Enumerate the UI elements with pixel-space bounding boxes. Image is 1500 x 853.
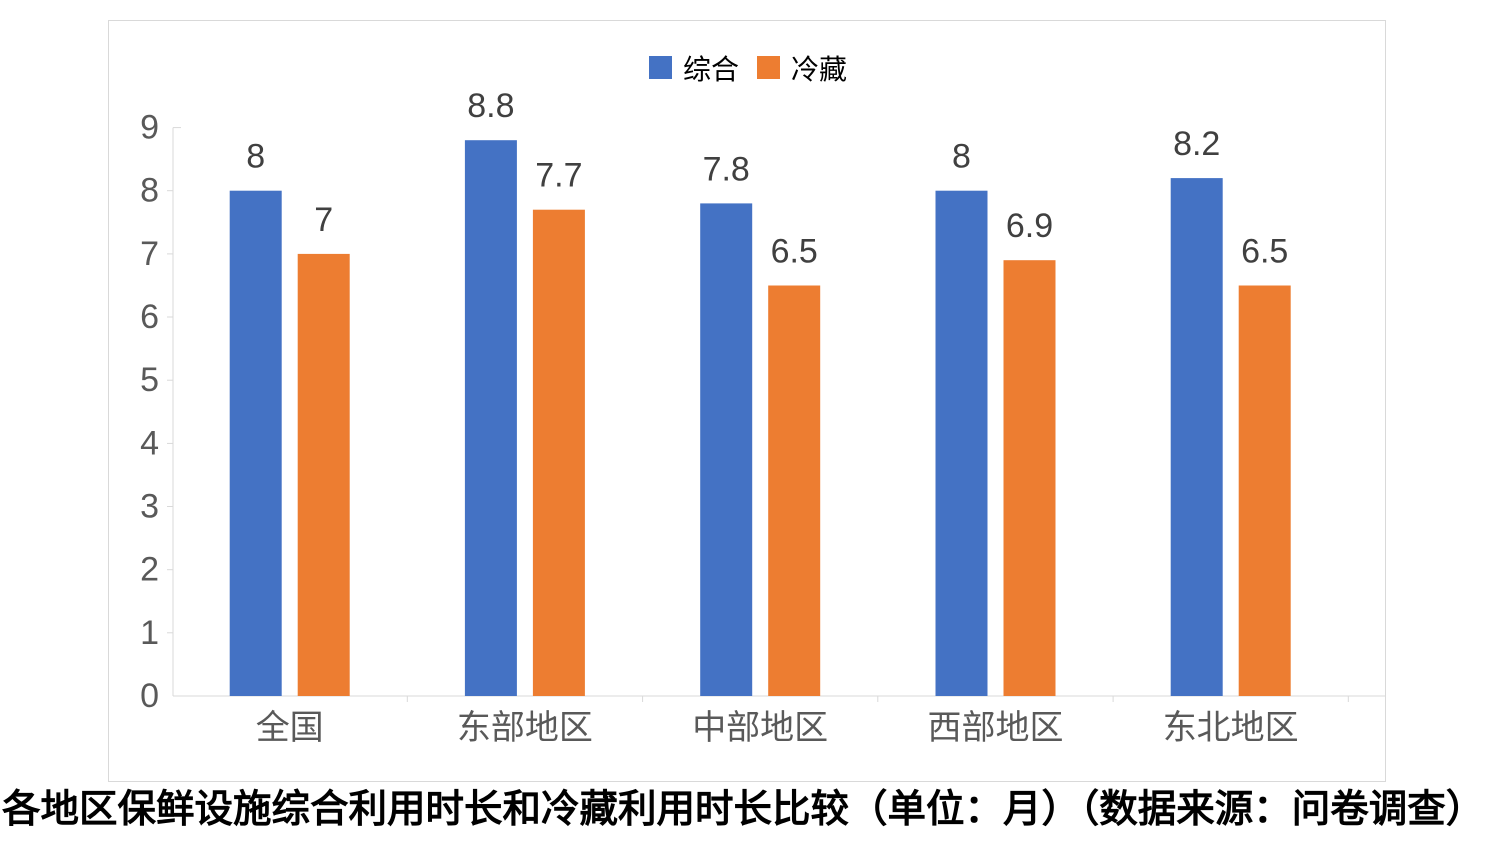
- svg-text:6: 6: [140, 298, 159, 336]
- svg-text:8.8: 8.8: [467, 87, 514, 125]
- svg-text:6.5: 6.5: [1241, 233, 1288, 271]
- svg-text:5: 5: [140, 361, 159, 399]
- svg-text:2: 2: [140, 551, 159, 589]
- svg-text:东部地区: 东部地区: [457, 709, 593, 747]
- svg-text:7: 7: [314, 201, 333, 239]
- svg-text:7.8: 7.8: [703, 150, 750, 188]
- svg-text:6.5: 6.5: [771, 233, 818, 271]
- svg-text:8: 8: [246, 138, 265, 176]
- svg-text:7: 7: [140, 235, 159, 273]
- svg-text:西部地区: 西部地区: [928, 709, 1064, 747]
- svg-text:东北地区: 东北地区: [1163, 709, 1299, 747]
- svg-text:全国: 全国: [256, 709, 324, 747]
- svg-text:0: 0: [140, 677, 159, 715]
- svg-text:4: 4: [140, 424, 159, 462]
- svg-text:1: 1: [140, 614, 159, 652]
- svg-text:9: 9: [140, 109, 159, 147]
- svg-text:8: 8: [952, 138, 971, 176]
- svg-text:7.7: 7.7: [535, 157, 582, 195]
- svg-text:中部地区: 中部地区: [692, 709, 828, 747]
- svg-text:8.2: 8.2: [1173, 125, 1220, 163]
- svg-text:8: 8: [140, 172, 159, 210]
- svg-text:3: 3: [140, 488, 159, 526]
- svg-text:6.9: 6.9: [1006, 207, 1053, 245]
